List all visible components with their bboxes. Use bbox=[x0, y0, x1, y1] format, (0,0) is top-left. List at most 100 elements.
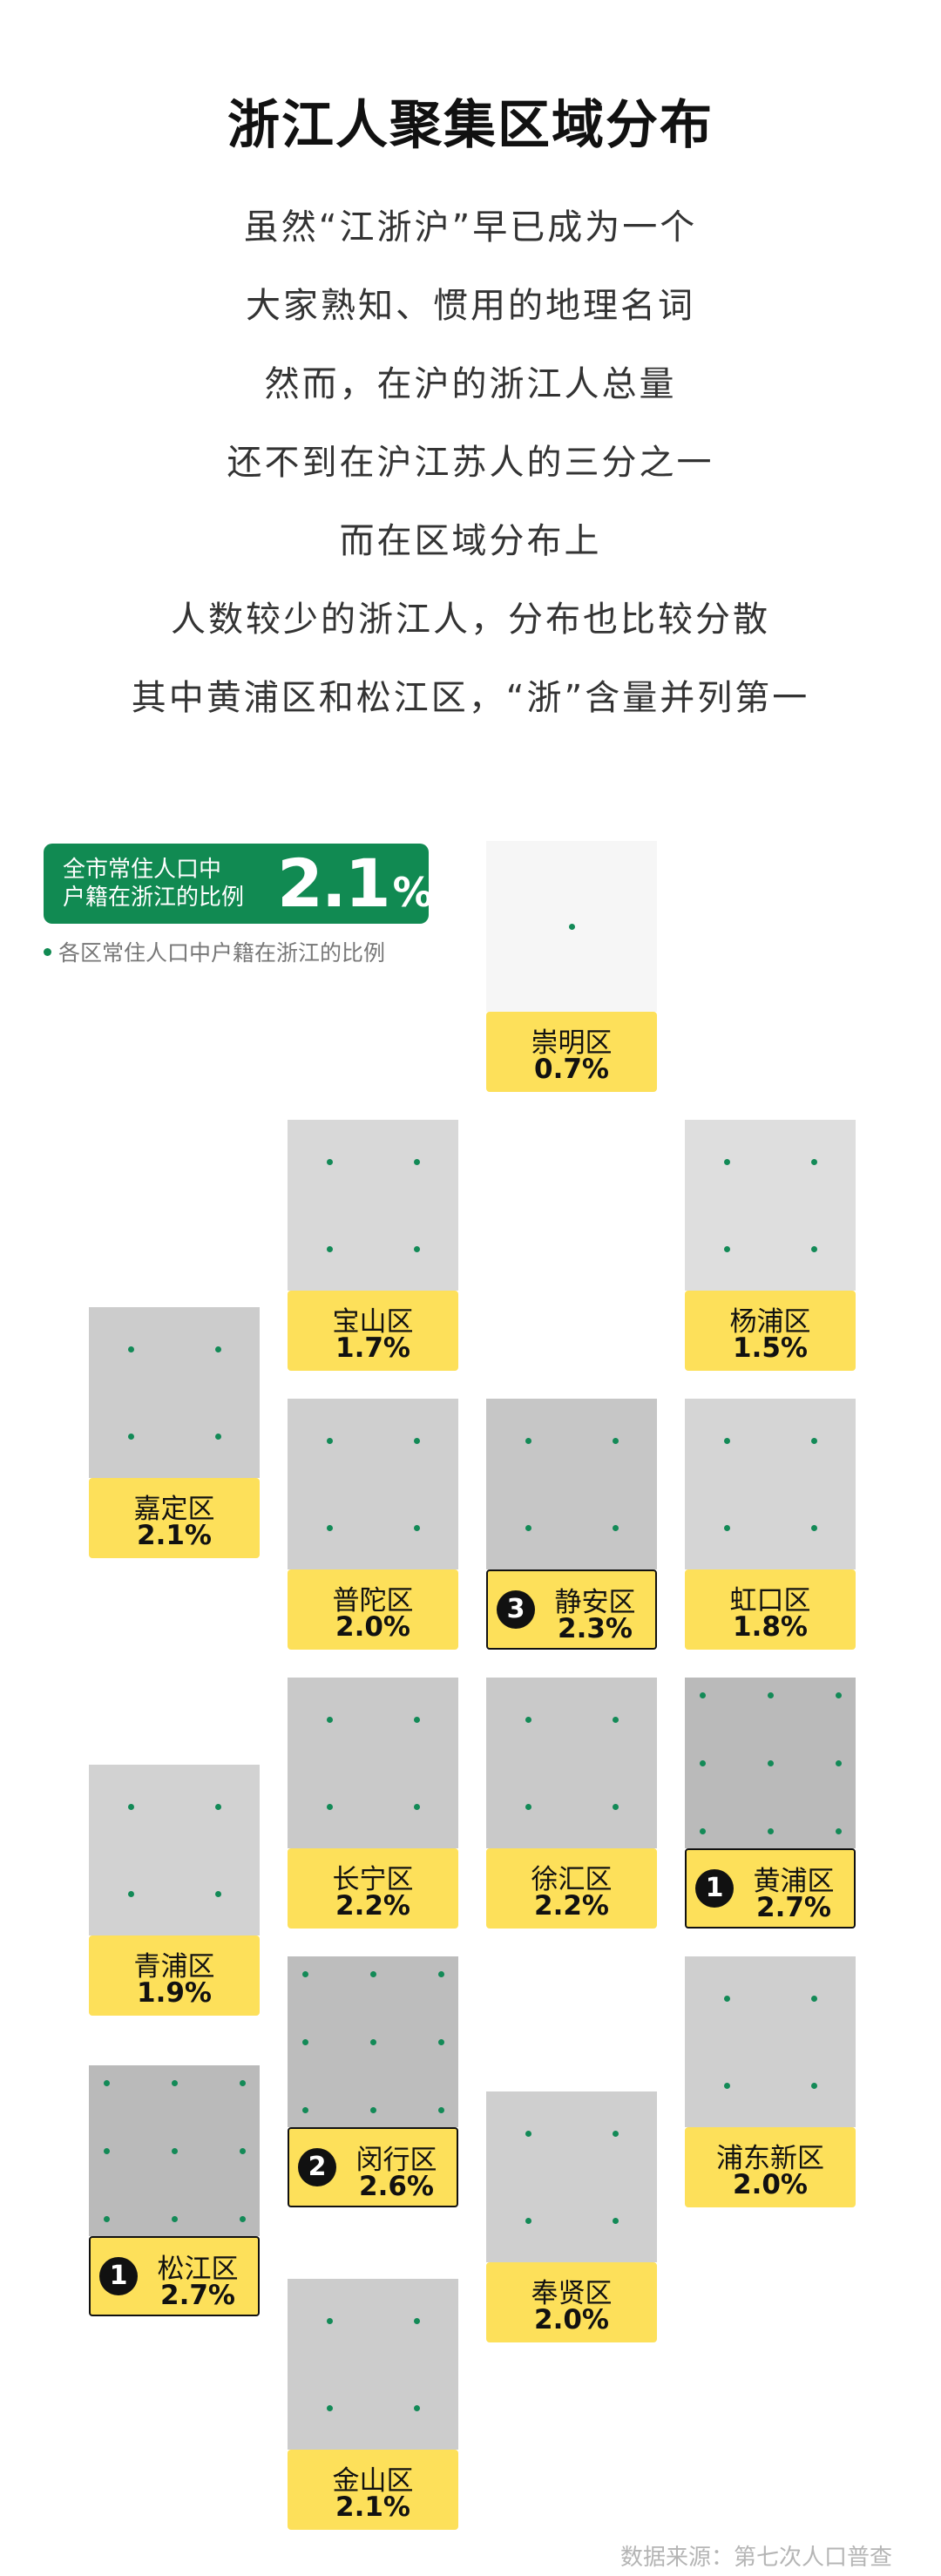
page-title: 浙江人聚集区域分布 bbox=[227, 95, 714, 156]
district-dot bbox=[767, 1691, 774, 1698]
district-dot bbox=[612, 1524, 619, 1531]
district-dot bbox=[767, 1827, 774, 1834]
district-dot bbox=[525, 2130, 531, 2137]
district-dot bbox=[723, 2082, 730, 2089]
district-name: 松江区 bbox=[157, 2254, 239, 2285]
district-value: 2.7% bbox=[756, 1892, 831, 1923]
district-tile-square bbox=[288, 1120, 458, 1291]
legend: 各区常住人口中户籍在浙江的比例 bbox=[44, 936, 385, 967]
intro-line-3: 然而，在沪的浙江人总量 bbox=[264, 364, 677, 404]
district-name: 嘉定区 bbox=[133, 1494, 215, 1525]
district-dot bbox=[326, 1524, 333, 1531]
district-tile-square bbox=[486, 1678, 657, 1848]
district-tile-square bbox=[685, 1956, 856, 2127]
district-label: 虹口区 1.8% bbox=[685, 1569, 856, 1650]
district-dot bbox=[525, 1437, 531, 1444]
district-name: 青浦区 bbox=[133, 1951, 215, 1983]
district-dot bbox=[239, 2147, 246, 2154]
district-value: 2.2% bbox=[534, 1890, 609, 1922]
district-value: 2.1% bbox=[137, 1520, 212, 1551]
district-name: 崇明区 bbox=[531, 1027, 613, 1059]
district-dot bbox=[835, 1691, 842, 1698]
district-dot bbox=[437, 2038, 444, 2045]
district-label: 3 静安区 2.3% bbox=[486, 1569, 657, 1650]
district-name: 虹口区 bbox=[729, 1585, 811, 1617]
district-dot bbox=[723, 1158, 730, 1165]
district-dot bbox=[413, 2317, 420, 2324]
district-dot bbox=[413, 1803, 420, 1810]
district-dot bbox=[810, 1158, 817, 1165]
district-tile-square bbox=[288, 1399, 458, 1569]
district-value: 2.7% bbox=[160, 2280, 235, 2311]
district-name: 浦东新区 bbox=[716, 2143, 824, 2174]
district-name: 杨浦区 bbox=[729, 1306, 811, 1338]
district-dot bbox=[214, 1346, 221, 1352]
district-dot bbox=[612, 1716, 619, 1723]
district-dot bbox=[437, 2106, 444, 2113]
district-name: 长宁区 bbox=[332, 1864, 414, 1895]
intro-line-7: 其中黄浦区和松江区，“浙”含量并列第一 bbox=[131, 678, 810, 718]
district-value: 2.3% bbox=[558, 1613, 633, 1644]
district-dot bbox=[171, 2147, 178, 2154]
district-tile-square bbox=[288, 1678, 458, 1848]
district-dot bbox=[326, 1158, 333, 1165]
legend-dot-icon bbox=[44, 947, 51, 956]
district-dot bbox=[810, 1245, 817, 1252]
district-dot bbox=[810, 2082, 817, 2089]
district-dot bbox=[369, 2106, 376, 2113]
district-tile-square bbox=[685, 1120, 856, 1291]
district-name: 闵行区 bbox=[355, 2145, 437, 2176]
rank-badge: 1 bbox=[99, 2257, 138, 2295]
district-tile bbox=[486, 1678, 657, 1848]
district-dot bbox=[214, 1433, 221, 1440]
district-label: 嘉定区 2.1% bbox=[89, 1478, 260, 1558]
district-dot bbox=[301, 2106, 308, 2113]
intro-line-6: 人数较少的浙江人，分布也比较分散 bbox=[171, 600, 770, 640]
district-label: 1 松江区 2.7% bbox=[89, 2236, 260, 2316]
district-dot bbox=[326, 2404, 333, 2411]
district-dot bbox=[413, 1158, 420, 1165]
rank-badge: 3 bbox=[497, 1590, 535, 1629]
district-dot bbox=[369, 2038, 376, 2045]
summary-value: 2.1 bbox=[277, 844, 391, 922]
district-dot bbox=[723, 1245, 730, 1252]
district-dot bbox=[810, 1437, 817, 1444]
district-dot bbox=[413, 1716, 420, 1723]
district-tile-square bbox=[288, 2279, 458, 2450]
district-tile-square bbox=[685, 1399, 856, 1569]
district-dot bbox=[301, 2038, 308, 2045]
district-dot bbox=[413, 1245, 420, 1252]
district-dot bbox=[723, 1995, 730, 2002]
district-label: 崇明区 0.7% bbox=[486, 1012, 657, 1092]
district-dot bbox=[239, 2215, 246, 2222]
district-value: 2.2% bbox=[335, 1890, 410, 1922]
summary-label: 全市常住人口中 户籍在浙江的比例 bbox=[63, 857, 245, 911]
district-dot bbox=[413, 2404, 420, 2411]
intro-line-4: 还不到在沪江苏人的三分之一 bbox=[227, 443, 714, 483]
district-name: 徐汇区 bbox=[531, 1864, 613, 1895]
district-name: 奉贤区 bbox=[531, 2278, 613, 2309]
district-name: 普陀区 bbox=[332, 1585, 414, 1617]
district-dot bbox=[568, 923, 575, 930]
district-tile-square bbox=[486, 2091, 657, 2262]
district-dot bbox=[171, 2079, 178, 2086]
district-dot bbox=[301, 1970, 308, 1977]
district-dot bbox=[525, 2217, 531, 2224]
district-dot bbox=[326, 1716, 333, 1723]
district-tile bbox=[486, 2091, 657, 2262]
district-dot bbox=[127, 1433, 134, 1440]
district-value: 2.0% bbox=[534, 2304, 609, 2335]
district-dot bbox=[767, 1759, 774, 1766]
district-name: 宝山区 bbox=[332, 1306, 414, 1338]
district-tile bbox=[89, 1307, 260, 1478]
district-dot bbox=[103, 2079, 110, 2086]
district-value: 1.8% bbox=[733, 1611, 808, 1643]
district-dot bbox=[326, 1803, 333, 1810]
district-tile-square bbox=[89, 1307, 260, 1478]
district-tile bbox=[288, 1678, 458, 1848]
district-value: 2.1% bbox=[335, 2491, 410, 2523]
district-label: 长宁区 2.2% bbox=[288, 1848, 458, 1929]
district-label: 宝山区 1.7% bbox=[288, 1291, 458, 1371]
district-dot bbox=[214, 1803, 221, 1810]
intro-line-1: 虽然“江浙沪”早已成为一个 bbox=[243, 207, 698, 247]
